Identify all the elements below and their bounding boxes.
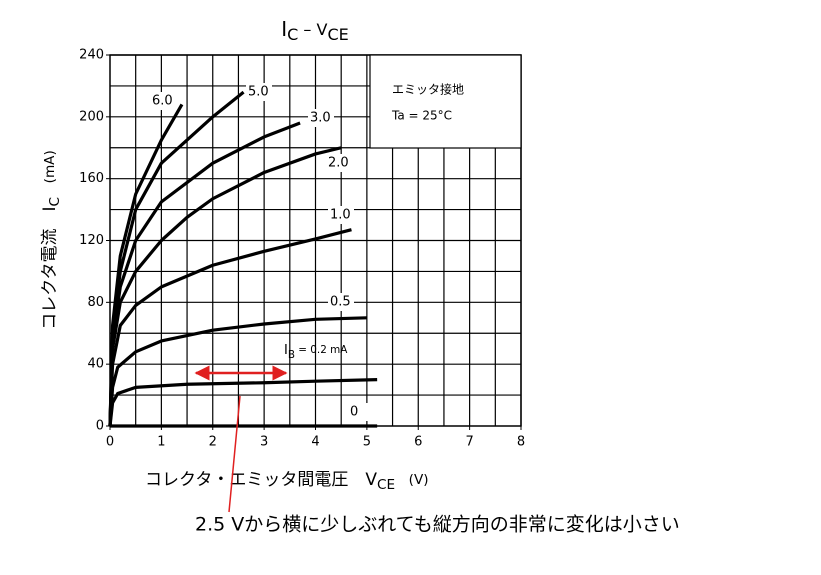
x-tick-label: 4 — [311, 435, 319, 450]
x-tick-label: 3 — [260, 435, 268, 450]
y-tick-label: 240 — [79, 48, 104, 63]
curve-label: IB = 0.2 mA — [284, 343, 348, 362]
legend-text: Ta = 25°C — [391, 109, 452, 123]
legend-box — [369, 54, 522, 149]
curve-label: 6.0 — [152, 94, 173, 109]
chart-title-part: I — [281, 17, 287, 41]
curve-label-part: I — [284, 343, 288, 358]
y-tick-label: 160 — [79, 171, 104, 186]
chart-title: IC – VCE — [281, 17, 348, 44]
curve-label: 1.0 — [330, 208, 351, 223]
chart-title-part: CE — [327, 25, 348, 44]
x-tick-label: 6 — [414, 435, 422, 450]
y-tick-label: 0 — [96, 419, 104, 434]
y-tick-label: 40 — [87, 357, 104, 372]
curve-label-bg — [328, 206, 354, 224]
legend-text: エミッタ接地 — [392, 82, 464, 97]
curve — [108, 316, 367, 427]
x-axis-label-part: CE — [377, 477, 395, 493]
curve-label-bg — [348, 403, 374, 421]
y-tick-label: 80 — [87, 295, 104, 310]
annotation-leader — [228, 395, 241, 513]
curve-label: 0.5 — [330, 295, 351, 310]
curve — [108, 146, 342, 427]
y-tick-label: 120 — [79, 233, 104, 248]
curve-label-bg — [246, 83, 272, 101]
curve-label-bg — [150, 92, 176, 110]
x-tick-label: 7 — [465, 435, 473, 450]
x-axis-label-part: コレクタ・エミッタ間電圧 V — [145, 470, 377, 490]
x-tick-label: 5 — [363, 435, 371, 450]
y-axis-label-part: (mA) — [42, 150, 58, 197]
curve-label-bg — [308, 109, 334, 127]
x-tick-label: 0 — [106, 435, 114, 450]
curve-label-part: = 0.2 mA — [295, 344, 348, 356]
y-axis-label: コレクタ電流 IC (mA) — [40, 150, 63, 330]
x-axis-label: コレクタ・エミッタ間電圧 VCE (V) — [145, 470, 429, 493]
curve-label: 3.0 — [310, 111, 331, 126]
curve-label: 0 — [350, 405, 358, 420]
x-tick-label: 8 — [517, 435, 525, 450]
chart-title-part: – V — [298, 20, 327, 39]
curve-label: 5.0 — [248, 85, 269, 100]
curve — [108, 228, 352, 427]
chart-title-part: C — [287, 25, 298, 44]
curve-label: 2.0 — [328, 156, 349, 171]
y-axis-label-part: コレクタ電流 I — [40, 206, 60, 329]
x-tick-label: 1 — [157, 435, 165, 450]
y-axis-label-part: C — [47, 197, 63, 207]
y-tick-label: 200 — [79, 109, 104, 124]
curve-label-bg — [328, 293, 354, 311]
curve — [108, 378, 378, 427]
curve-label-bg — [326, 154, 352, 172]
curve-label-part: B — [288, 349, 295, 361]
x-tick-label: 2 — [209, 435, 217, 450]
x-axis-label-part: (V) — [395, 472, 429, 488]
annotation-text: 2.5 Vから横に少しぶれても縦方向の非常に変化は小さい — [195, 514, 680, 536]
curve — [108, 103, 184, 427]
